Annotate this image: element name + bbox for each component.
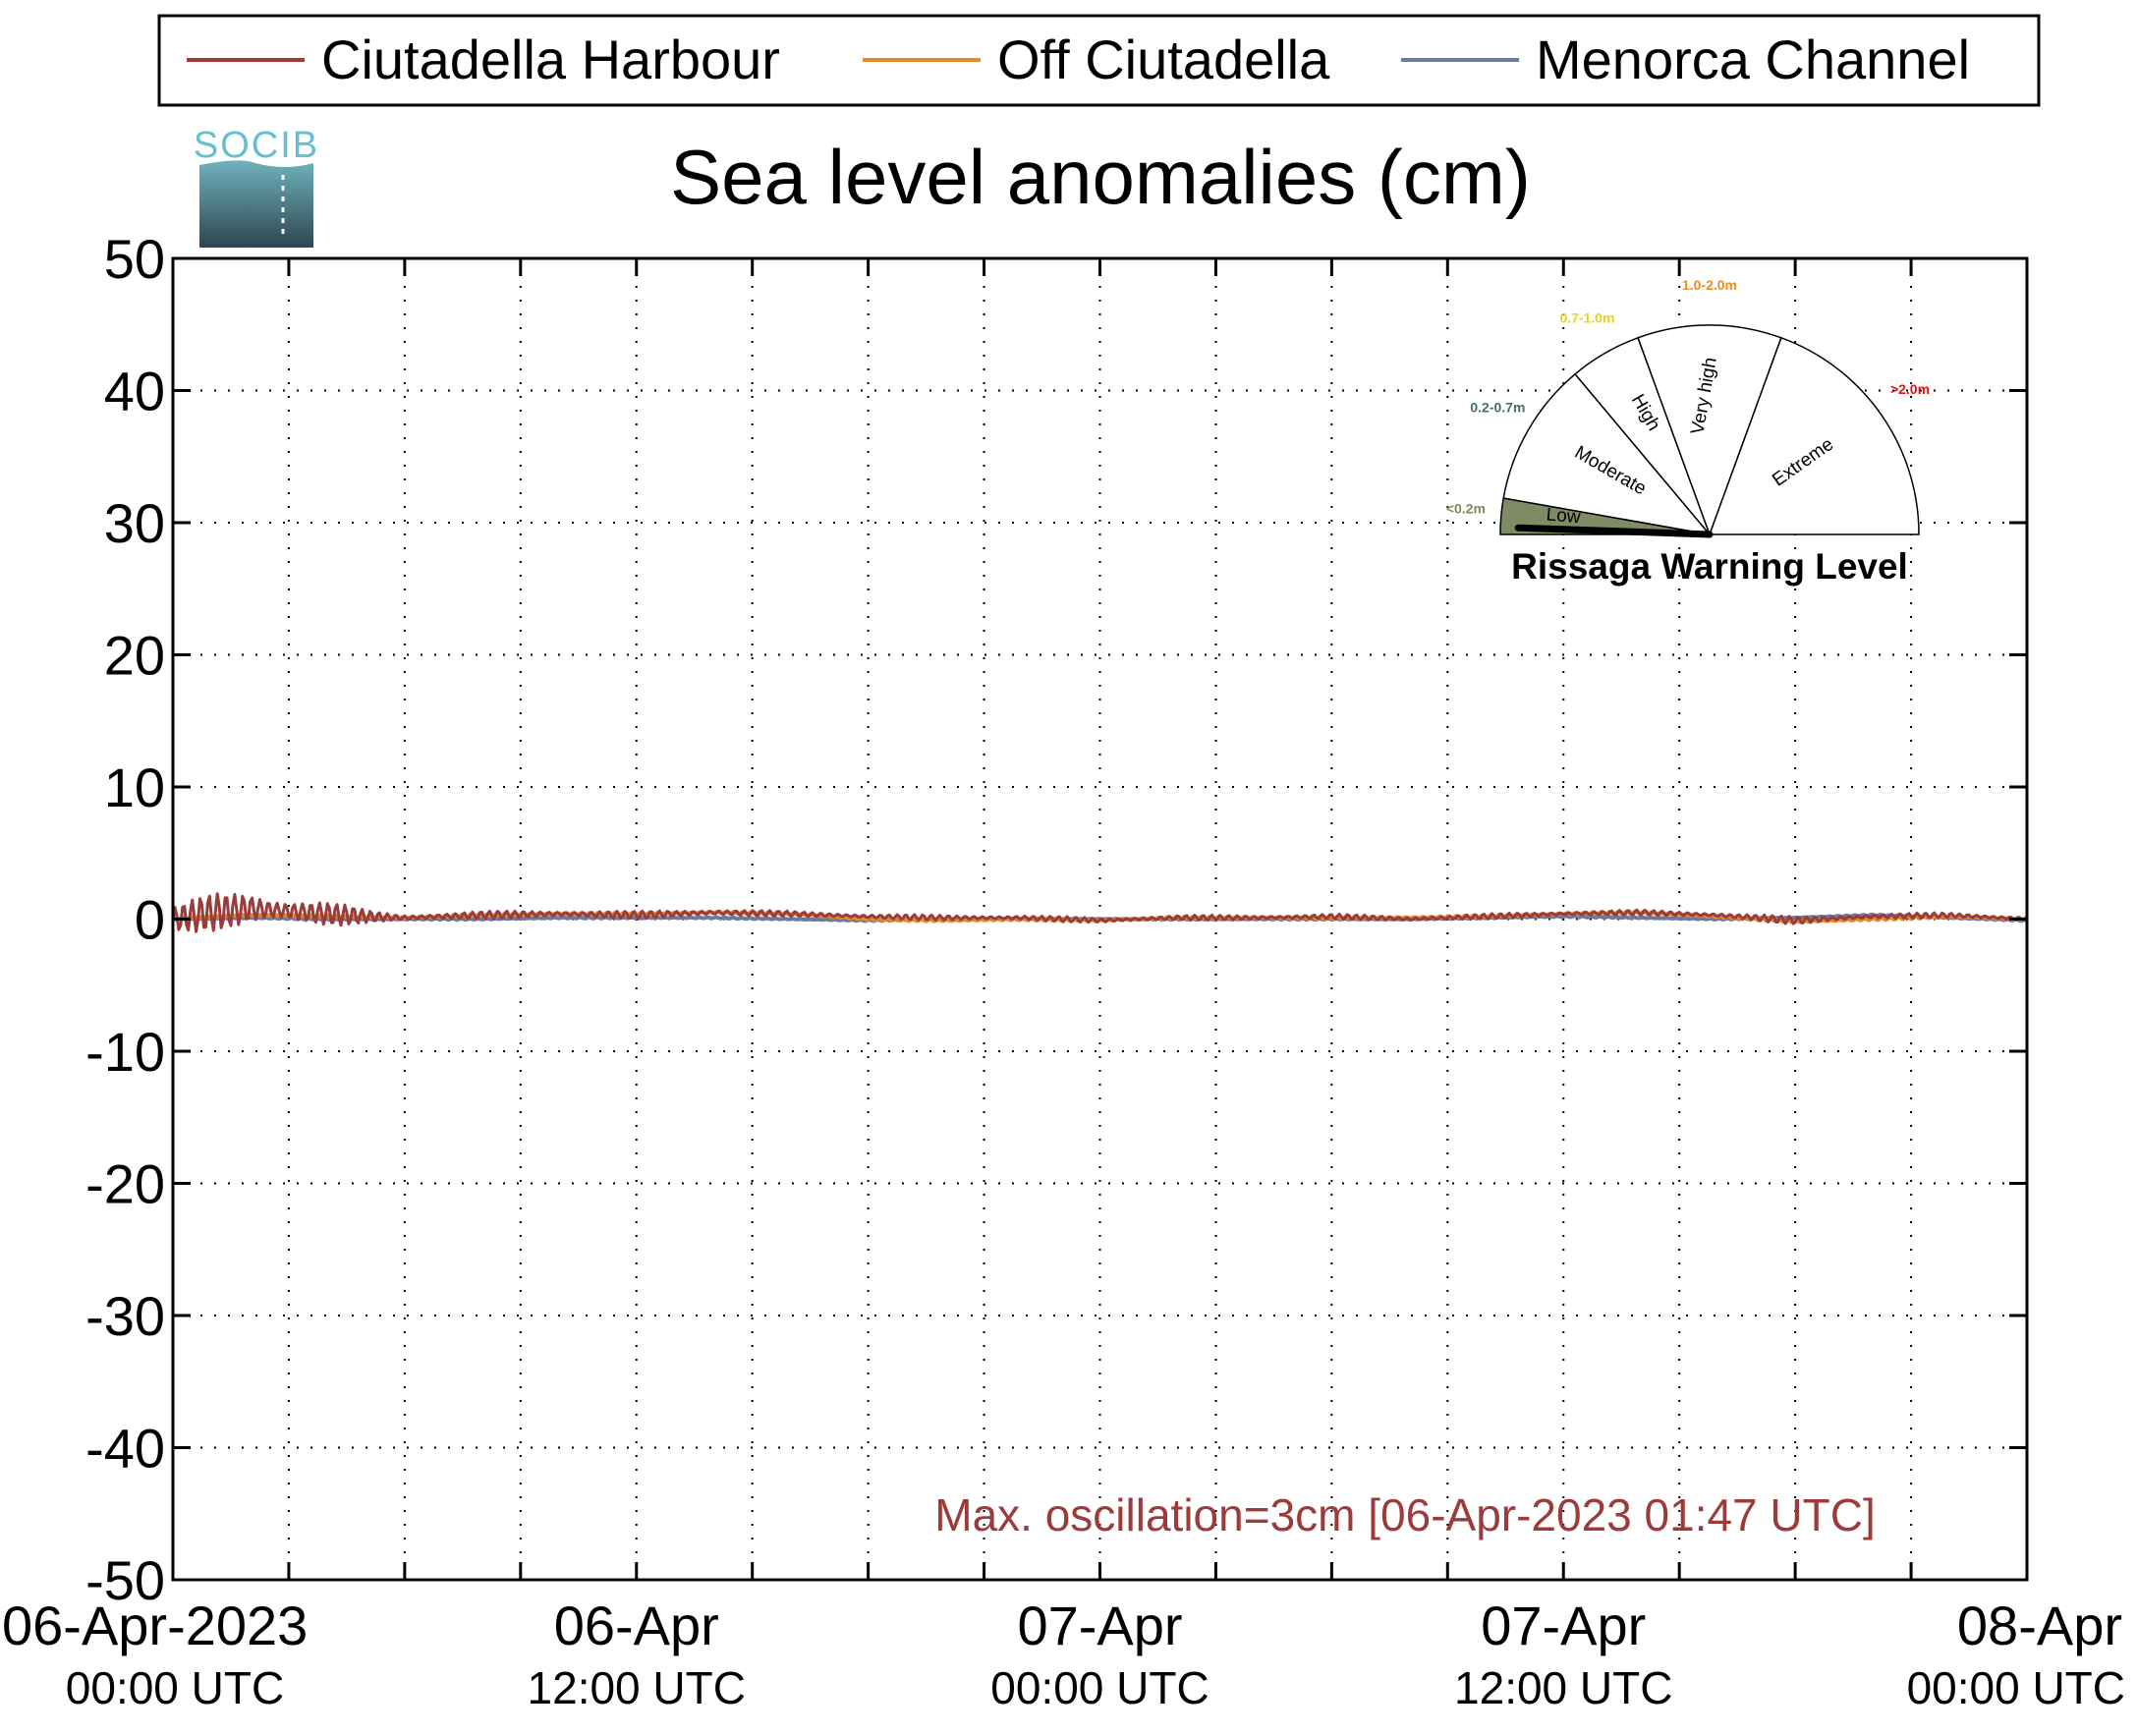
x-tick-labels: 06-Apr-2023 00:00 UTC 06-Apr 12:00 UTC 07-Ap… — [2, 1595, 2125, 1713]
legend-label: Ciutadella Harbour — [321, 28, 780, 90]
logo-wave-block — [199, 160, 313, 248]
y-tick-label: 0 — [135, 889, 165, 951]
y-tick-label: -40 — [85, 1418, 165, 1480]
y-tick-label: -10 — [85, 1021, 165, 1083]
legend-label: Off Ciutadella — [997, 28, 1330, 90]
logo-text: SOCIB — [194, 125, 319, 166]
gauge-title: Rissaga Warning Level — [1511, 546, 1908, 587]
series-lines — [171, 892, 2029, 933]
gauge-sector-label: Low — [1546, 504, 1582, 528]
y-tick-label: 20 — [104, 625, 165, 687]
gauge-range-label: 1.0-2.0m — [1682, 277, 1737, 293]
max-oscillation-annotation: Max. oscillation=3cm [06-Apr-2023 01:47 … — [934, 1489, 1876, 1540]
gauge-sector — [1708, 336, 1920, 535]
gauge-sector — [1637, 324, 1782, 537]
x-tick-label-date: 08-Apr — [1957, 1595, 2122, 1656]
gauge-range-label: 0.2-0.7m — [1470, 400, 1525, 416]
y-tick-label: -30 — [85, 1285, 165, 1347]
gauge-needle — [1514, 524, 1714, 538]
series-line-ciutadella-harbour — [171, 892, 2029, 933]
chart-title: Sea level anomalies (cm) — [670, 134, 1531, 220]
y-tick-label: 10 — [104, 756, 165, 818]
x-tick-label-time: 00:00 UTC — [66, 1662, 284, 1713]
x-tick-label-time: 12:00 UTC — [528, 1662, 746, 1713]
gauge-range-labels: <0.2m 0.2-0.7m 0.7-1.0m 1.0-2.0m >2.0m — [1446, 277, 1930, 516]
x-tick-label-date: 07-Apr — [1017, 1595, 1182, 1656]
legend-items: Ciutadella Harbour Off Ciutadella Menorca … — [187, 28, 1970, 90]
gauge-sectors — [1499, 324, 1920, 537]
legend-box — [157, 14, 2041, 107]
y-tick-label: 40 — [104, 361, 165, 422]
plot-frame — [171, 256, 2029, 1582]
socib-logo: SOCIB — [194, 125, 319, 248]
gauge-range-label: <0.2m — [1446, 500, 1486, 516]
gauge-range-label: 0.7-1.0m — [1559, 309, 1614, 325]
x-tick-label-date: 07-Apr — [1481, 1595, 1646, 1656]
y-tick-labels: 50 40 30 20 10 0 -10 -20 -30 -40 -50 — [85, 228, 165, 1611]
y-tick-label: -20 — [85, 1153, 165, 1215]
y-tick-label: 50 — [104, 228, 165, 290]
gauge-range-label: >2.0m — [1890, 381, 1930, 397]
legend-label: Menorca Channel — [1536, 28, 1970, 90]
x-tick-label-date: 06-Apr-2023 — [2, 1595, 308, 1656]
x-tick-label-time: 00:00 UTC — [990, 1662, 1209, 1713]
plot-area: 50 40 30 20 10 0 -10 -20 -30 -40 -50 06-Apr-2023 00… — [2, 228, 2125, 1713]
legend: Ciutadella Harbour Off Ciutadella Menorca … — [157, 14, 2041, 107]
x-tick-label-time: 12:00 UTC — [1454, 1662, 1672, 1713]
x-tick-label-time: 00:00 UTC — [1907, 1662, 2125, 1713]
y-tick-label: -50 — [85, 1549, 165, 1611]
x-tick-label-date: 06-Apr — [554, 1595, 719, 1656]
gauge-sector — [1502, 372, 1712, 536]
y-tick-label: 30 — [104, 492, 165, 554]
